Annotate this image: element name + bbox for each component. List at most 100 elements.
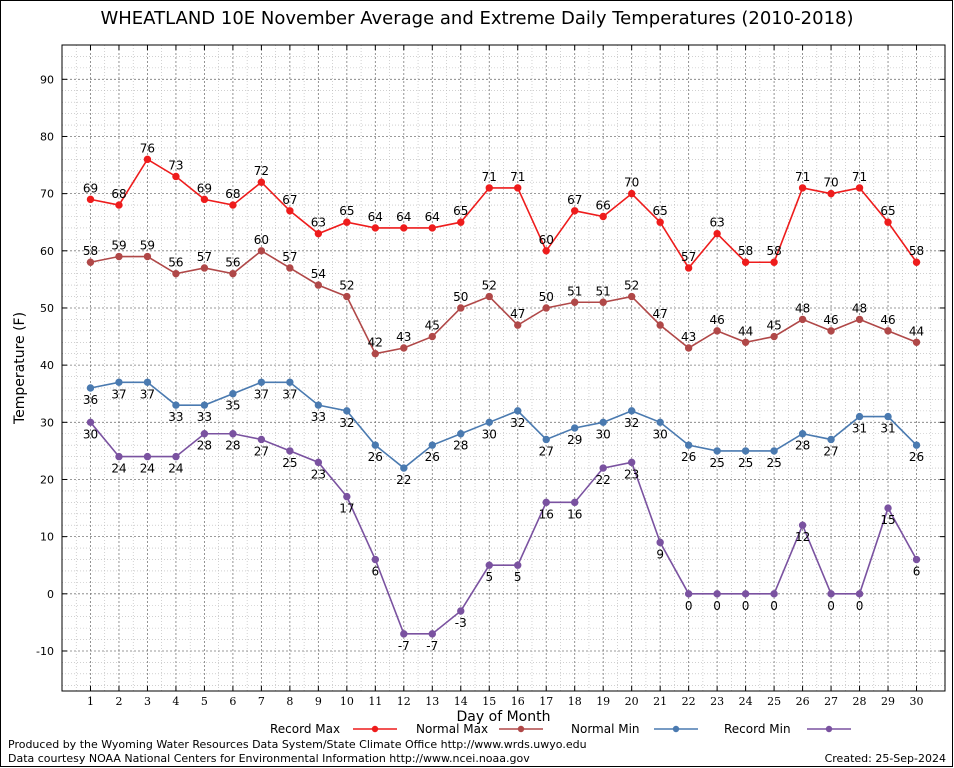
data-point-normal-max: [741, 338, 750, 346]
x-tick-label: 16: [511, 695, 525, 708]
data-label-record-max: 67: [567, 193, 582, 207]
data-label-normal-max: 58: [83, 244, 98, 258]
data-label-record-max: 65: [653, 204, 668, 218]
data-label-record-min: 0: [827, 599, 835, 613]
data-point-record-max: [229, 201, 237, 209]
data-point-normal-min: [827, 435, 835, 444]
data-label-record-max: 70: [624, 176, 639, 190]
data-label-record-min: 30: [83, 427, 98, 441]
data-point-record-max: [855, 184, 864, 192]
data-label-normal-min: 32: [510, 416, 525, 430]
data-point-normal-max: [229, 269, 237, 278]
data-label-normal-min: 31: [852, 422, 867, 436]
data-point-record-max: [741, 258, 750, 266]
y-tick-label: 0: [47, 588, 54, 601]
data-label-record-max: 73: [168, 158, 183, 172]
data-label-normal-min: 33: [197, 410, 212, 424]
data-point-record-max: [286, 207, 294, 215]
data-label-record-max: 72: [254, 164, 269, 178]
data-label-normal-max: 44: [738, 324, 753, 338]
data-point-record-max: [115, 201, 123, 209]
y-tick-label: 90: [40, 73, 54, 86]
data-point-record-max: [571, 207, 579, 215]
data-label-normal-max: 57: [282, 250, 297, 264]
x-tick-label: 19: [596, 695, 610, 708]
data-point-normal-max: [827, 327, 835, 335]
data-point-record-min: [884, 504, 892, 512]
data-label-record-max: 57: [681, 250, 696, 264]
data-label-normal-min: 37: [140, 387, 155, 401]
data-label-normal-min: 28: [795, 439, 810, 453]
data-point-normal-max: [257, 247, 266, 255]
data-point-normal-min: [542, 435, 550, 444]
data-point-normal-min: [229, 390, 237, 398]
data-label-normal-min: 37: [111, 387, 126, 401]
plot-area: [62, 45, 945, 691]
data-point-normal-max: [713, 327, 721, 335]
data-point-normal-min: [884, 412, 892, 421]
y-tick-label: 40: [40, 359, 54, 372]
data-point-record-min: [172, 452, 180, 461]
data-point-normal-min: [627, 407, 636, 415]
data-point-record-min: [143, 452, 152, 461]
credit-line-wrds: Produced by the Wyoming Water Resources …: [8, 738, 587, 751]
data-label-record-min: 22: [596, 473, 611, 487]
data-label-normal-min: 28: [453, 439, 468, 453]
data-label-normal-min: 30: [653, 427, 668, 441]
data-point-record-max: [599, 212, 607, 221]
data-label-record-max: 58: [766, 244, 781, 258]
data-label-record-max: 58: [738, 244, 753, 258]
y-tick-label: 70: [40, 188, 54, 201]
data-label-normal-max: 48: [795, 301, 810, 315]
legend-label-normal-max: Normal Max: [416, 722, 488, 736]
data-point-record-min: [115, 452, 123, 461]
data-point-normal-max: [172, 269, 180, 278]
data-label-normal-max: 44: [909, 324, 924, 338]
data-point-record-max: [485, 184, 493, 192]
data-point-record-min: [257, 435, 266, 444]
data-label-normal-max: 46: [709, 313, 724, 327]
data-point-record-min: [485, 561, 493, 569]
data-label-record-min: 5: [485, 570, 493, 584]
data-label-normal-min: 26: [681, 450, 696, 464]
data-point-normal-max: [343, 292, 351, 301]
data-label-record-min: 28: [197, 439, 212, 453]
data-label-normal-max: 43: [681, 330, 696, 344]
x-tick-label: 26: [796, 695, 810, 708]
data-point-normal-max: [571, 298, 579, 306]
data-label-record-max: 65: [880, 204, 895, 218]
data-label-normal-max: 57: [197, 250, 212, 264]
series-line-record-min: [89, 421, 918, 635]
data-point-normal-max: [770, 332, 778, 341]
data-label-normal-min: 36: [83, 393, 98, 407]
data-point-normal-max: [485, 292, 493, 301]
data-point-normal-min: [599, 418, 607, 427]
x-tick-label: 30: [910, 695, 924, 708]
data-point-normal-min: [86, 384, 95, 392]
data-point-record-max: [798, 184, 807, 192]
data-point-record-max: [86, 195, 95, 204]
data-label-normal-max: 60: [254, 233, 269, 247]
data-label-normal-min: 26: [368, 450, 383, 464]
data-label-normal-min: 32: [624, 416, 639, 430]
data-label-normal-min: 30: [482, 427, 497, 441]
data-label-record-min: 0: [856, 599, 864, 613]
data-label-record-max: 60: [539, 233, 554, 247]
data-label-record-min: 24: [168, 462, 183, 476]
y-tick-label: 60: [40, 245, 54, 258]
credit-line-ncei: Data courtesy NOAA National Centers for …: [8, 752, 530, 765]
data-point-normal-min: [713, 447, 721, 455]
data-point-normal-max: [286, 264, 294, 272]
minor-grid: [62, 44, 945, 691]
data-point-record-min: [400, 630, 408, 638]
data-label-normal-min: 26: [909, 450, 924, 464]
data-label-normal-max: 43: [396, 330, 411, 344]
x-tick-label: 21: [653, 695, 667, 708]
data-label-normal-max: 46: [823, 313, 838, 327]
x-tick-label: 24: [739, 695, 753, 708]
data-label-normal-max: 56: [168, 256, 183, 270]
data-point-normal-max: [400, 344, 408, 352]
data-point-normal-min: [400, 464, 408, 472]
data-label-record-min: 23: [311, 467, 326, 481]
